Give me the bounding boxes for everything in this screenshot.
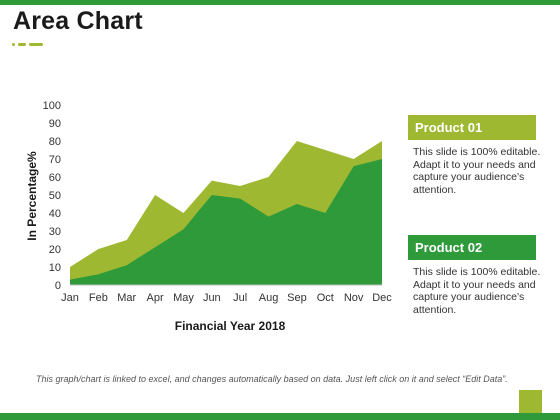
legend-label-product-02: Product 02	[408, 235, 536, 260]
y-tick-label: 80	[49, 136, 61, 148]
y-tick-label: 0	[55, 280, 61, 292]
x-tick-label: Oct	[317, 292, 334, 304]
slide-title: Area Chart	[13, 7, 143, 35]
area-chart: 0 10 20 30 40 50 60 70 80 90 100 Jan Feb Mar Apr May Jun…	[25, 100, 393, 333]
chart-axis-layer: 0 10 20 30 40 50 60 70 80 90 100 Jan Feb Mar Apr May Jun…	[43, 100, 393, 304]
x-tick-label: Jan	[61, 292, 79, 304]
x-tick-label: Mar	[117, 292, 136, 304]
x-tick-label: Apr	[147, 292, 164, 304]
x-axis-title: Financial Year 2018	[175, 319, 286, 333]
x-tick-label: Dec	[372, 292, 392, 304]
y-tick-label: 10	[49, 262, 61, 274]
y-tick-label: 90	[49, 118, 61, 130]
x-tick-label: Nov	[344, 292, 364, 304]
legend-label-product-01: Product 01	[408, 115, 536, 140]
top-accent-bar	[0, 0, 560, 5]
y-tick-label: 50	[49, 190, 61, 202]
y-tick-label: 40	[49, 208, 61, 220]
corner-decoration	[519, 390, 542, 413]
x-tick-label: Feb	[89, 292, 108, 304]
chart-series-layer	[70, 141, 382, 285]
x-tick-label: Jul	[233, 292, 247, 304]
x-tick-label: Sep	[287, 292, 307, 304]
y-tick-label: 100	[43, 100, 61, 112]
legend-description-product-02: This slide is 100% editable. Adapt it to…	[413, 266, 541, 316]
y-tick-label: 70	[49, 154, 61, 166]
footer-note: This graph/chart is linked to excel, and…	[36, 374, 508, 384]
x-tick-label: Jun	[203, 292, 221, 304]
x-tick-label: May	[173, 292, 194, 304]
y-tick-label: 30	[49, 226, 61, 238]
area-series-2	[70, 159, 382, 285]
legend-description-product-01: This slide is 100% editable. Adapt it to…	[413, 146, 541, 196]
y-axis-title: In Percentage%	[25, 151, 39, 241]
x-tick-label: Aug	[259, 292, 279, 304]
y-tick-label: 60	[49, 172, 61, 184]
y-tick-label: 20	[49, 244, 61, 256]
bottom-accent-bar	[0, 413, 560, 420]
